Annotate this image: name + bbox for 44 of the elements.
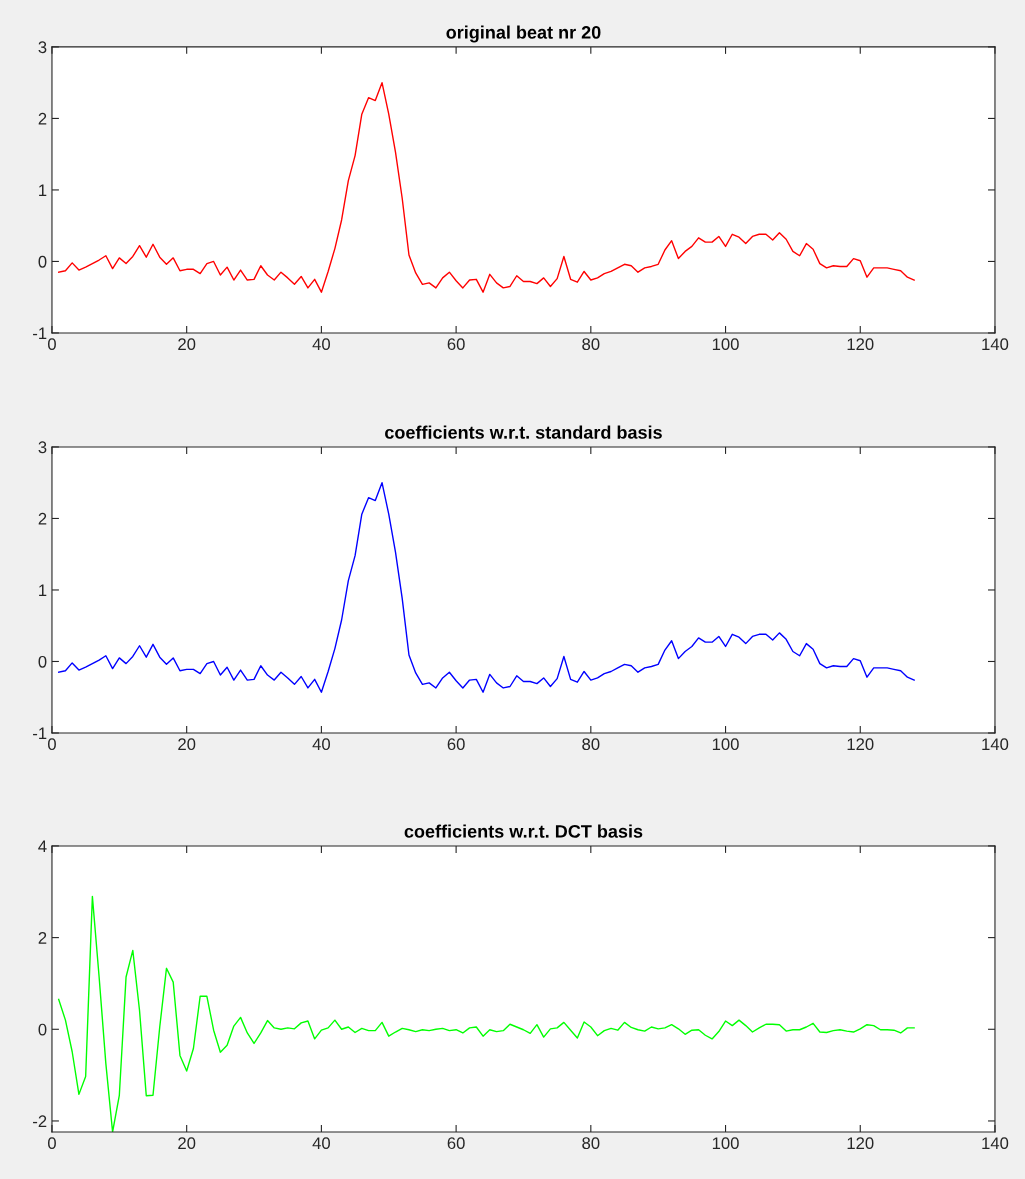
y-tick-label: 3 xyxy=(38,41,47,54)
x-tick-label: 0 xyxy=(47,1137,56,1150)
y-tick-label: 1 xyxy=(39,584,47,597)
chart-title: coefficients w.r.t. standard basis xyxy=(385,425,662,439)
y-tick-label: 3 xyxy=(38,441,47,454)
y-tick-label: 2 xyxy=(38,512,47,525)
y-tick-label: -2 xyxy=(33,1115,47,1127)
x-tick-label: 60 xyxy=(447,338,465,351)
y-tick-label: 2 xyxy=(38,112,47,125)
line-series xyxy=(58,81,915,293)
x-tick-label: 20 xyxy=(178,338,196,351)
x-tick-label: 100 xyxy=(712,1137,739,1150)
line-series xyxy=(58,482,915,693)
x-tick-label: 80 xyxy=(582,338,600,351)
x-tick-label: 40 xyxy=(312,338,331,351)
x-tick-label: 60 xyxy=(447,1137,465,1150)
y-tick-label: -1 xyxy=(33,327,47,339)
x-tick-label: 20 xyxy=(178,1137,196,1150)
chart-title: coefficients w.r.t. DCT basis xyxy=(404,824,643,838)
x-tick-label: 0 xyxy=(47,338,56,351)
y-tick-label: 0 xyxy=(38,1023,47,1036)
y-tick-label: 2 xyxy=(38,932,47,944)
x-tick-label: 80 xyxy=(582,1137,600,1150)
x-tick-label: 140 xyxy=(982,1137,1009,1150)
y-tick-label: 0 xyxy=(38,255,47,268)
y-tick-label: 1 xyxy=(39,184,47,196)
x-tick-label: 140 xyxy=(982,738,1009,751)
x-tick-label: 0 xyxy=(47,738,56,751)
x-tick-label: 120 xyxy=(847,338,874,351)
y-tick-label: 4 xyxy=(38,840,47,852)
x-tick-label: 60 xyxy=(447,738,465,751)
x-tick-label: 120 xyxy=(847,738,874,751)
x-tick-label: 40 xyxy=(312,1137,331,1150)
y-tick-label: -1 xyxy=(33,727,47,740)
x-tick-label: 100 xyxy=(712,738,739,751)
x-tick-label: 80 xyxy=(582,738,600,751)
chart-title: original beat nr 20 xyxy=(446,25,601,43)
x-tick-label: 120 xyxy=(847,1137,874,1150)
x-tick-label: 140 xyxy=(982,338,1009,351)
line-series xyxy=(58,895,915,1132)
y-tick-label: 0 xyxy=(38,655,47,668)
x-tick-label: 40 xyxy=(312,738,331,751)
x-tick-label: 20 xyxy=(178,738,196,751)
x-tick-label: 100 xyxy=(712,338,739,351)
